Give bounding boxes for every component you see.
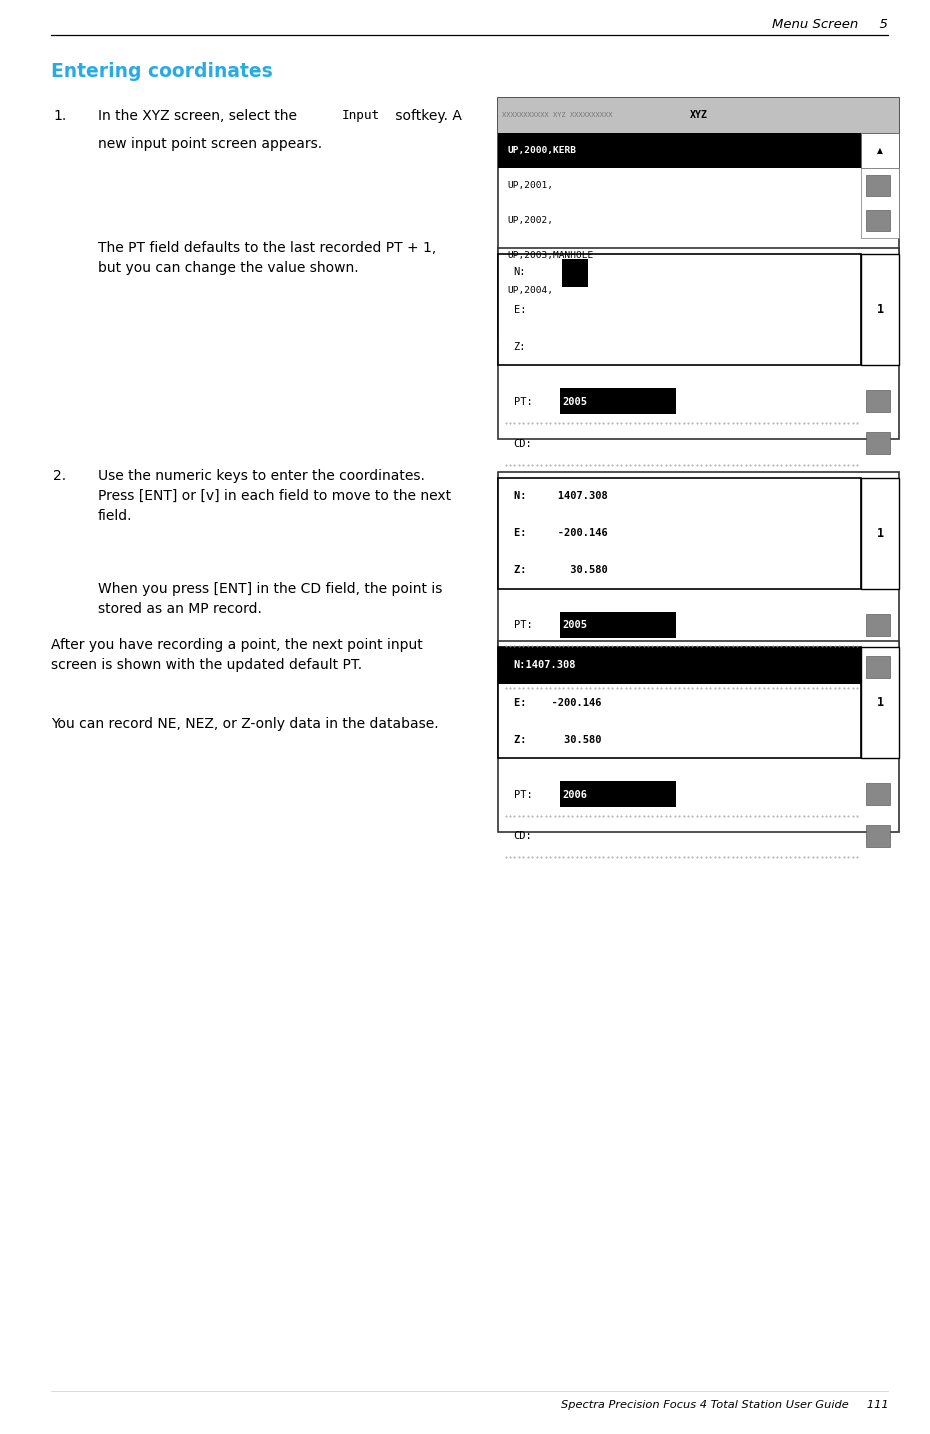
- Bar: [560, 612, 676, 638]
- Bar: [867, 655, 890, 678]
- Bar: [498, 254, 861, 366]
- Bar: [861, 132, 899, 168]
- Bar: [867, 614, 890, 635]
- Bar: [560, 782, 676, 807]
- Text: E:: E:: [513, 304, 526, 314]
- Text: ▲: ▲: [877, 146, 883, 155]
- Bar: [861, 478, 899, 589]
- Text: 1: 1: [876, 303, 884, 315]
- Text: Z:       30.580: Z: 30.580: [513, 565, 607, 575]
- Text: UP,2004,: UP,2004,: [508, 287, 553, 295]
- Bar: [867, 175, 890, 196]
- Bar: [498, 248, 899, 439]
- Bar: [498, 641, 899, 832]
- Bar: [867, 783, 890, 804]
- Text: 1: 1: [876, 526, 884, 539]
- Text: CD:: CD:: [513, 832, 532, 842]
- Bar: [498, 304, 899, 338]
- Bar: [867, 825, 890, 847]
- Bar: [861, 254, 899, 366]
- Bar: [867, 390, 890, 412]
- Bar: [560, 389, 676, 414]
- Text: Srch: Srch: [738, 317, 762, 326]
- Text: N:     1407.308: N: 1407.308: [513, 490, 607, 500]
- Text: Spectra Precision Focus 4 Total Station User Guide     111: Spectra Precision Focus 4 Total Station …: [561, 1400, 888, 1410]
- Bar: [861, 647, 899, 759]
- Text: 2005: 2005: [563, 397, 588, 407]
- Text: UP,2000,KERB: UP,2000,KERB: [508, 146, 577, 155]
- Text: UP,2001,: UP,2001,: [508, 181, 553, 189]
- Text: XXXXXXXXXXX XYZ XXXXXXXXXX: XXXXXXXXXXX XYZ XXXXXXXXXX: [501, 112, 612, 118]
- Bar: [498, 647, 861, 684]
- Text: Entering coordinates: Entering coordinates: [51, 62, 272, 80]
- Text: PT:: PT:: [513, 621, 532, 631]
- Text: 2005: 2005: [563, 621, 588, 631]
- Text: In the XYZ screen, select the: In the XYZ screen, select the: [98, 109, 301, 123]
- Text: UP,2002,: UP,2002,: [508, 217, 553, 225]
- Bar: [562, 258, 588, 287]
- Text: Z:      30.580: Z: 30.580: [513, 734, 601, 744]
- Bar: [498, 98, 899, 133]
- Text: 1: 1: [876, 695, 884, 708]
- Text: 2006: 2006: [563, 790, 588, 800]
- Bar: [498, 132, 861, 168]
- Text: Edit: Edit: [634, 317, 658, 326]
- Text: Use the numeric keys to enter the coordinates.
Press [ENT] or [v] in each field : Use the numeric keys to enter the coordi…: [98, 469, 451, 523]
- Text: E:     -200.146: E: -200.146: [513, 528, 607, 538]
- Text: Menu Screen     5: Menu Screen 5: [772, 17, 888, 30]
- Text: The PT field defaults to the last recorded PT + 1,
but you can change the value : The PT field defaults to the last record…: [98, 241, 436, 275]
- Bar: [498, 98, 899, 338]
- Text: When you press [ENT] in the CD field, the point is
stored as an MP record.: When you press [ENT] in the CD field, th…: [98, 582, 442, 617]
- Text: UP,2003,MANHOLE: UP,2003,MANHOLE: [508, 251, 594, 260]
- Text: softkey. A: softkey. A: [391, 109, 461, 123]
- Text: XYZ: XYZ: [689, 110, 708, 120]
- Text: PT:: PT:: [513, 397, 532, 407]
- Text: Z:: Z:: [513, 341, 526, 351]
- Text: 2.: 2.: [53, 469, 66, 483]
- Text: You can record NE, NEZ, or Z-only data in the database.: You can record NE, NEZ, or Z-only data i…: [51, 717, 439, 731]
- Text: Input: Input: [341, 109, 379, 122]
- Text: E:    -200.146: E: -200.146: [513, 697, 601, 707]
- Text: Input: Input: [831, 317, 859, 326]
- Text: CD:: CD:: [513, 439, 532, 449]
- Text: 1.: 1.: [53, 109, 66, 123]
- Bar: [867, 432, 890, 455]
- Text: new input point screen appears.: new input point screen appears.: [98, 136, 322, 151]
- Bar: [867, 209, 890, 231]
- Text: N:1407.308: N:1407.308: [513, 660, 576, 670]
- Bar: [498, 478, 861, 589]
- Text: CD:: CD:: [513, 663, 532, 673]
- Text: N:: N:: [513, 267, 526, 277]
- Bar: [498, 472, 899, 663]
- Bar: [498, 647, 861, 759]
- Text: PT:: PT:: [513, 790, 532, 800]
- Bar: [861, 168, 899, 238]
- Text: After you have recording a point, the next point input
screen is shown with the : After you have recording a point, the ne…: [51, 638, 423, 673]
- Text: DEL: DEL: [538, 317, 555, 326]
